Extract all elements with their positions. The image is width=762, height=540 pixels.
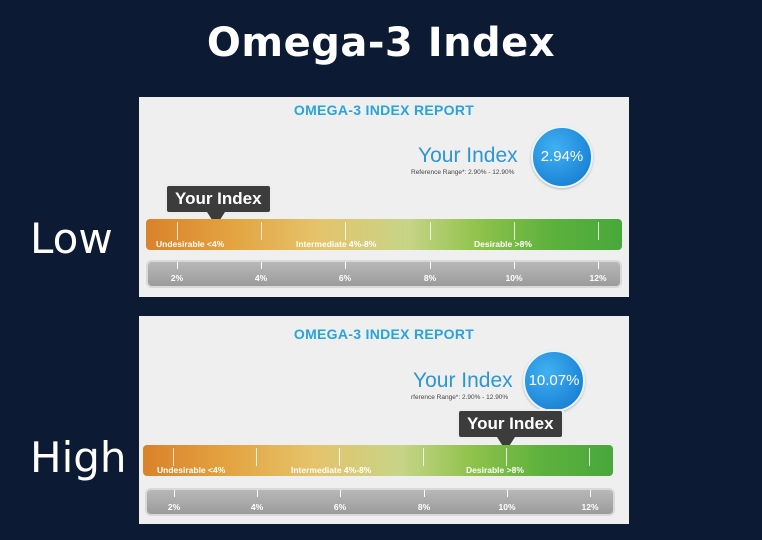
- percent-label: 10%: [505, 273, 523, 283]
- report-title: OMEGA-3 INDEX REPORT: [293, 326, 475, 342]
- index-value-circle: 2.94%: [531, 126, 593, 188]
- zone-tick: [261, 222, 262, 240]
- low-report-panel: OMEGA-3 INDEX REPORT Your Index Referenc…: [139, 97, 629, 297]
- high-label: High: [30, 433, 127, 482]
- percent-scale-bar: 2% 4% 6% 8% 10% 12%: [145, 488, 615, 516]
- percent-tick: [345, 262, 346, 269]
- zone-tick: [506, 448, 507, 466]
- zone-label-intermediate: Intermediate 4%-8%: [291, 465, 372, 475]
- percent-tick: [174, 490, 175, 497]
- percent-tick: [507, 490, 508, 497]
- zone-scale-bar: Undesirable <4% Intermediate 4%-8% Desir…: [146, 219, 622, 250]
- percent-label: 6%: [338, 273, 352, 283]
- percent-tick: [177, 262, 178, 269]
- percent-label: 8%: [417, 502, 431, 512]
- percent-label: 2%: [170, 273, 184, 283]
- reference-range: Reference Range*: 2.90% - 12.90%: [411, 169, 515, 176]
- zone-label-undesirable: Undesirable <4%: [157, 465, 226, 475]
- percent-tick: [514, 262, 515, 269]
- zone-tick: [339, 448, 340, 466]
- percent-label: 10%: [498, 502, 516, 512]
- zone-label-desirable: Desirable >8%: [466, 465, 524, 475]
- percent-tick: [424, 490, 425, 497]
- percent-label: 4%: [254, 273, 268, 283]
- zone-tick: [423, 448, 424, 466]
- zone-label-undesirable: Undesirable <4%: [156, 239, 225, 249]
- low-label: Low: [30, 214, 113, 263]
- zone-tick: [177, 222, 178, 240]
- percent-label: 8%: [423, 273, 437, 283]
- page-title: Omega-3 Index: [206, 20, 556, 66]
- your-index-label: Your Index: [413, 369, 513, 392]
- percent-tick: [598, 262, 599, 269]
- zone-label-desirable: Desirable >8%: [474, 239, 532, 249]
- percent-tick: [590, 490, 591, 497]
- high-report-panel: OMEGA-3 INDEX REPORT Your Index rference…: [139, 316, 629, 524]
- zone-label-intermediate: Intermediate 4%-8%: [296, 239, 377, 249]
- zone-scale-bar: Undesirable <4% Intermediate 4%-8% Desir…: [143, 445, 613, 476]
- zone-tick: [256, 448, 257, 466]
- percent-label: 12%: [589, 273, 607, 283]
- zone-tick: [514, 222, 515, 240]
- percent-tick: [257, 490, 258, 497]
- zone-tick: [173, 448, 174, 466]
- reference-range: rference Range*: 2.90% - 12.90%: [411, 394, 509, 401]
- zone-tick: [589, 448, 590, 466]
- your-index-label: Your Index: [418, 144, 518, 167]
- zone-tick: [430, 222, 431, 240]
- percent-label: 4%: [250, 502, 264, 512]
- percent-tick: [340, 490, 341, 497]
- your-index-pointer-label: Your Index: [167, 186, 270, 212]
- percent-scale-bar: 2% 4% 6% 8% 10% 12%: [146, 260, 622, 288]
- index-value-circle: 10.07%: [523, 350, 585, 412]
- zone-tick: [345, 222, 346, 240]
- percent-tick: [261, 262, 262, 269]
- percent-label: 6%: [333, 502, 347, 512]
- your-index-pointer-label: Your Index: [459, 411, 562, 437]
- percent-label: 2%: [167, 502, 181, 512]
- percent-label: 12%: [581, 502, 599, 512]
- report-title: OMEGA-3 INDEX REPORT: [293, 102, 475, 118]
- percent-tick: [430, 262, 431, 269]
- zone-tick: [598, 222, 599, 240]
